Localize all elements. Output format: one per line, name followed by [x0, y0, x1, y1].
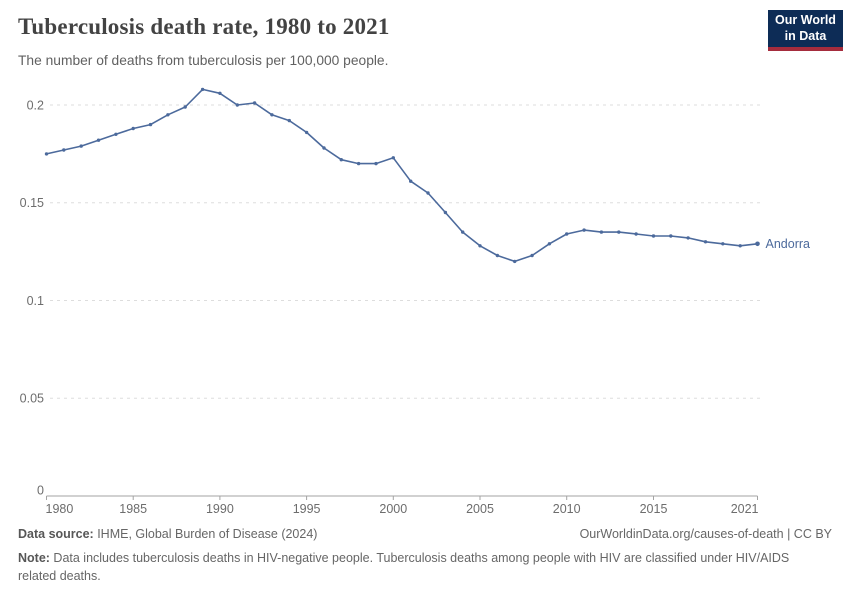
data-point[interactable]	[669, 234, 673, 238]
x-tick-label: 1990	[206, 502, 234, 516]
owid-logo[interactable]: Our World in Data	[768, 10, 843, 51]
data-point[interactable]	[426, 191, 430, 195]
x-tick-label: 2010	[553, 502, 581, 516]
data-point[interactable]	[322, 146, 326, 150]
chart-title: Tuberculosis death rate, 1980 to 2021	[18, 14, 390, 39]
data-point[interactable]	[721, 242, 725, 246]
x-tick-label: 1995	[293, 502, 321, 516]
data-point[interactable]	[634, 232, 638, 236]
x-tick-label: 2005	[466, 502, 494, 516]
data-point[interactable]	[252, 101, 257, 105]
chart-subtitle: The number of deaths from tuberculosis p…	[18, 53, 389, 68]
x-tick-label: 2021	[731, 502, 759, 516]
data-point[interactable]	[304, 130, 309, 135]
x-tick-label: 1980	[46, 502, 74, 516]
data-point[interactable]	[599, 230, 604, 234]
data-point[interactable]	[461, 230, 465, 234]
y-tick-label: 0.15	[20, 196, 44, 210]
data-point[interactable]	[114, 132, 118, 136]
data-point[interactable]	[270, 113, 274, 117]
owid-logo-line1: Our World	[775, 13, 836, 28]
data-point[interactable]	[617, 230, 621, 234]
data-point[interactable]	[374, 161, 378, 166]
data-point[interactable]	[755, 241, 760, 247]
y-tick-label: 0.2	[27, 98, 44, 112]
series-end-label[interactable]: Andorra	[766, 237, 811, 251]
data-point[interactable]	[218, 91, 222, 96]
data-point[interactable]	[547, 242, 552, 246]
data-point[interactable]	[183, 105, 187, 109]
footer-note: Note: Data includes tuberculosis deaths …	[18, 549, 806, 585]
data-point[interactable]	[96, 138, 101, 142]
series-line[interactable]	[45, 88, 759, 263]
data-point[interactable]	[513, 259, 517, 264]
data-point[interactable]	[495, 253, 500, 258]
data-point[interactable]	[703, 240, 708, 244]
data-point[interactable]	[651, 234, 656, 238]
data-point[interactable]	[235, 103, 239, 107]
chart-canvas[interactable]: 0 0.05 0.1 0.15 0.2 1980 1985 1990 1995 2000 2005 2…	[0, 0, 850, 525]
data-point[interactable]	[530, 253, 534, 258]
data-point[interactable]	[44, 152, 49, 156]
data-point[interactable]	[738, 244, 742, 248]
data-point[interactable]	[79, 144, 83, 148]
data-point[interactable]	[166, 113, 170, 117]
y-tick-label: 0.05	[20, 392, 44, 406]
data-point[interactable]	[356, 161, 361, 166]
data-source-label: Data source:	[18, 527, 94, 541]
footer-note-text: Data includes tuberculosis deaths in HIV…	[18, 551, 790, 584]
data-point[interactable]	[339, 158, 343, 162]
data-point[interactable]	[443, 210, 448, 215]
data-source-value: IHME, Global Burden of Disease (2024)	[93, 527, 318, 541]
y-tick-label: 0	[37, 483, 44, 497]
y-tick-label: 0.1	[27, 294, 44, 308]
x-tick-label: 2000	[379, 502, 407, 516]
owid-logo-line2: in Data	[784, 28, 827, 43]
footer-note-label: Note:	[18, 551, 50, 565]
data-point[interactable]	[565, 232, 569, 236]
footer-source-row: Data source: IHME, Global Burden of Dise…	[18, 527, 832, 541]
data-point[interactable]	[391, 156, 395, 160]
data-point[interactable]	[478, 244, 482, 248]
data-point[interactable]	[287, 118, 291, 123]
data-point[interactable]	[409, 179, 413, 183]
data-point[interactable]	[686, 236, 690, 240]
x-tick-label: 1985	[119, 502, 147, 516]
data-point[interactable]	[131, 126, 135, 131]
data-point[interactable]	[62, 148, 66, 152]
data-point[interactable]	[148, 122, 153, 127]
data-point[interactable]	[582, 228, 586, 232]
footer-license-link[interactable]: OurWorldinData.org/causes-of-death | CC …	[579, 527, 832, 541]
data-source-text: Data source: IHME, Global Burden of Dise…	[18, 527, 317, 541]
x-tick-label: 2015	[640, 502, 668, 516]
data-point[interactable]	[200, 87, 205, 92]
